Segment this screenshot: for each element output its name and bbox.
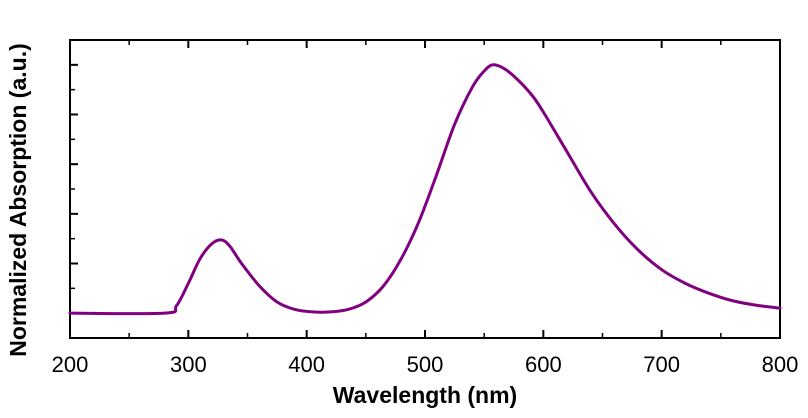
x-axis-tick-labels: 200 300 400 500 600 700 800 — [52, 352, 799, 377]
x-tick-label: 500 — [407, 352, 444, 377]
x-tick-label: 800 — [762, 352, 799, 377]
y-axis-ticks — [70, 39, 78, 339]
x-tick-label: 200 — [52, 352, 89, 377]
x-axis-ticks — [69, 40, 781, 338]
y-axis-title: Normalized Absorption (a.u.) — [5, 43, 31, 357]
x-tick-label: 300 — [170, 352, 207, 377]
x-tick-label: 700 — [643, 352, 680, 377]
x-tick-label: 400 — [288, 352, 325, 377]
x-tick-label: 600 — [525, 352, 562, 377]
x-axis-title: Wavelength (nm) — [333, 382, 517, 408]
plot-frame — [69, 39, 781, 339]
absorption-curve — [68, 63, 782, 316]
